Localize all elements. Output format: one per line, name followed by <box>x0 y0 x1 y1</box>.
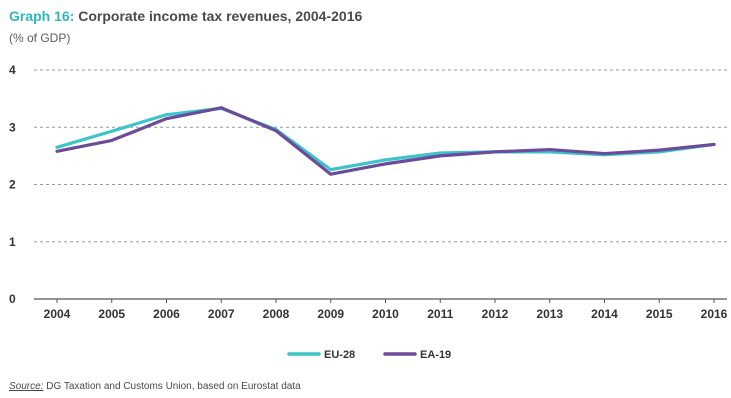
data-point-ea-19-2008 <box>274 129 278 133</box>
data-point-eu-28-2011 <box>438 151 442 155</box>
x-tick-label-2010: 2010 <box>372 307 399 321</box>
graph-title-text: Corporate income tax revenues, 2004-2016 <box>78 8 363 24</box>
y-tick-label-1: 1 <box>9 235 16 249</box>
y-tick-label-4: 4 <box>9 63 16 77</box>
x-tick-label-2015: 2015 <box>646 307 673 321</box>
x-tick-label-2004: 2004 <box>44 307 71 321</box>
legend-label-eu-28: EU-28 <box>324 349 355 361</box>
data-point-ea-19-2012 <box>493 150 497 154</box>
x-tick-label-2012: 2012 <box>482 307 509 321</box>
data-point-ea-19-2005 <box>110 139 114 142</box>
data-point-eu-28-2010 <box>384 158 387 162</box>
x-tick-label-2016: 2016 <box>701 307 728 321</box>
x-tick-label-2008: 2008 <box>263 307 290 321</box>
data-point-eu-28-2005 <box>110 129 114 133</box>
chart-title: Graph 16: Corporate income tax revenues,… <box>9 8 362 24</box>
unit-label: (% of GDP) <box>9 31 71 45</box>
x-tick-label-2009: 2009 <box>317 307 344 321</box>
y-tick-label-3: 3 <box>9 120 16 134</box>
y-tick-label-2: 2 <box>9 178 16 192</box>
data-point-eu-28-2006 <box>165 113 168 117</box>
x-tick-label-2013: 2013 <box>536 307 563 321</box>
legend-label-ea-19: EA-19 <box>420 349 451 361</box>
source-note: Source: DG Taxation and Customs Union, b… <box>9 381 301 392</box>
data-point-eu-28-2009 <box>329 168 333 172</box>
data-point-ea-19-2016 <box>712 143 716 146</box>
source-text: DG Taxation and Customs Union, based on … <box>46 381 301 392</box>
x-tick-label-2005: 2005 <box>98 307 125 321</box>
y-tick-label-0: 0 <box>9 292 16 306</box>
data-point-ea-19-2010 <box>384 162 387 166</box>
x-tick-label-2011: 2011 <box>427 307 453 321</box>
x-tick-label-2006: 2006 <box>153 307 180 321</box>
data-point-ea-19-2011 <box>438 154 442 158</box>
data-point-eu-28-2004 <box>55 145 59 149</box>
x-tick-label-2014: 2014 <box>591 307 618 321</box>
x-tick-label-2007: 2007 <box>208 307 235 321</box>
data-point-ea-19-2014 <box>603 152 606 155</box>
graph-number-label: Graph 16: <box>9 8 75 24</box>
data-point-ea-19-2004 <box>55 149 59 153</box>
data-point-ea-19-2006 <box>165 117 168 121</box>
data-point-ea-19-2015 <box>657 148 661 152</box>
source-label: Source: <box>9 381 44 392</box>
data-point-ea-19-2013 <box>548 148 552 151</box>
data-point-ea-19-2007 <box>219 106 223 110</box>
data-point-ea-19-2009 <box>329 172 333 176</box>
